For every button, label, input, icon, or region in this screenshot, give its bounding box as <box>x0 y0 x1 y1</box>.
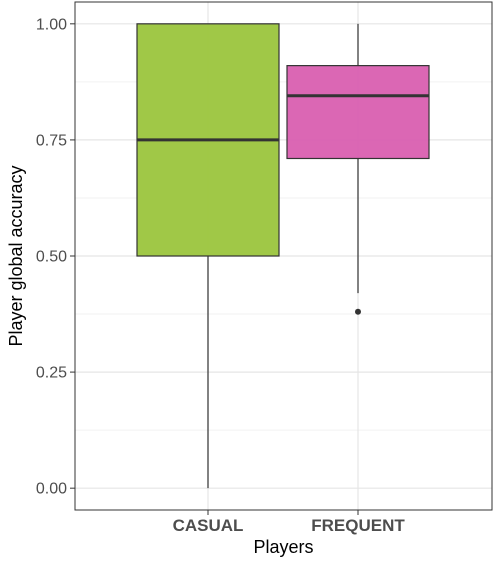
y-tick-label: 0.25 <box>36 365 67 382</box>
y-tick-label: 0.75 <box>36 132 67 149</box>
box-frequent <box>286 23 430 315</box>
x-tick-label: CASUAL <box>173 516 244 535</box>
x-tick-label: FREQUENT <box>311 516 405 535</box>
iqr-box <box>286 65 430 160</box>
x-axis-ticks: CASUAL FREQUENT <box>173 510 405 535</box>
y-axis-title: Player global accuracy <box>6 165 26 346</box>
outlier-point <box>355 308 361 315</box>
y-tick-label: 0.00 <box>36 481 67 498</box>
y-tick-label: 0.50 <box>36 249 67 266</box>
boxes-layer <box>136 23 430 489</box>
y-axis-ticks: 0.00 0.25 0.50 0.75 1.00 <box>36 16 75 498</box>
y-tick-label: 1.00 <box>36 16 67 33</box>
x-axis-title: Players <box>253 537 313 557</box>
box-casual <box>136 23 280 489</box>
